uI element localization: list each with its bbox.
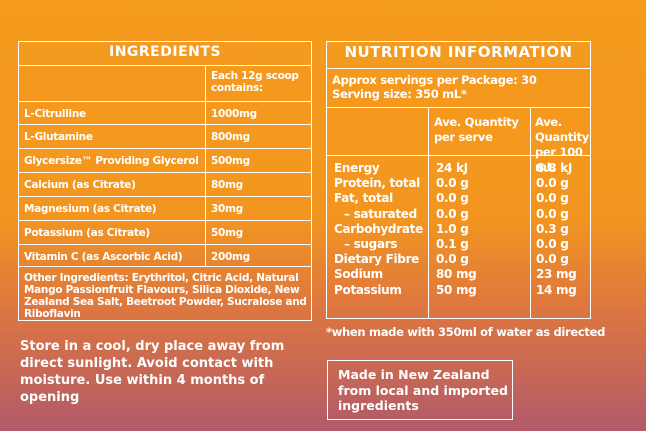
per-100ml: 0.0 g (536, 191, 569, 206)
per-100ml: 0.0 g (536, 252, 569, 267)
ingredient-amount: 1000mg (211, 108, 257, 120)
row-divider (18, 196, 312, 197)
ingredient-amount: 500mg (211, 155, 250, 167)
nutrition-title: NUTRITION INFORMATION (344, 43, 573, 61)
ingredient-name: Glycersize™ Providing Glycerol (24, 155, 199, 167)
nutrient-name: Energy (334, 161, 380, 175)
per-100ml: 0.0 g (536, 237, 569, 251)
ingredient-amount: 80mg (211, 179, 243, 191)
row-divider (18, 124, 312, 125)
ingredient-name: Magnesium (as Citrate) (24, 203, 157, 215)
column-divider (428, 107, 429, 318)
nutrient-name: – sugars (344, 237, 398, 251)
servings: Approx servings per Package: 30 (332, 73, 537, 87)
row-divider (18, 266, 312, 267)
row-divider (18, 220, 312, 221)
ingredient-name: Vitamin C (as Ascorbic Acid) (24, 251, 183, 263)
other-ingredients: Other Ingredients: Erythritol, Citric Ac… (24, 272, 307, 320)
footnote: *when made with 350ml of water as direct… (326, 325, 606, 339)
per-100ml: 0.0 g (536, 206, 569, 221)
ingredient-amount: 200mg (211, 251, 250, 263)
per-serve: 0.0 g (436, 191, 469, 206)
origin-box (327, 360, 513, 420)
per-serve: 1.0 g (436, 221, 469, 236)
origin-text: Made in New Zealand from local and impor… (338, 367, 508, 413)
per-100ml: 0.3 g (536, 221, 569, 236)
per-serve: 0.0 g (436, 176, 469, 191)
per-100ml: 23 mg (536, 267, 577, 282)
row-divider (18, 148, 312, 149)
ingredient-name: Potassium (as Citrate) (24, 227, 150, 239)
row-divider (326, 107, 591, 108)
nutrient-name: Protein, total (334, 176, 420, 191)
row-divider (326, 155, 591, 156)
storage-text: Store in a cool, dry place away from dir… (20, 339, 285, 405)
per-serve: 0.0 g (436, 252, 469, 267)
nutrition-table (326, 41, 591, 319)
row-divider (18, 244, 312, 245)
ingredient-amount: 50mg (211, 227, 243, 239)
per-100ml: 14 mg (536, 282, 577, 297)
nutrient-name: Fat, total (334, 191, 393, 206)
ingredient-amount: 30mg (211, 203, 243, 215)
per-100ml: 6.8 kJ (536, 161, 573, 175)
serving-size: Serving size: 350 mL* (332, 87, 467, 101)
row-divider (18, 65, 312, 66)
row-divider (18, 172, 312, 173)
nutrient-name: Carbohydrate (334, 221, 423, 236)
ingredients-title: INGREDIENTS (108, 44, 221, 60)
per-serve: 0.1 g (436, 237, 469, 251)
per-100ml: 0.0 g (536, 176, 569, 191)
per-serve: 0.0 g (436, 206, 469, 221)
column-header: Ave. Quantity per 100 mL (535, 115, 589, 174)
ingredients-table (18, 41, 312, 321)
per-serve: 50 mg (436, 282, 477, 297)
ingredient-name: L-Citrulline (24, 108, 86, 120)
per-serve: 80 mg (436, 267, 477, 282)
ingredient-amount: 800mg (211, 131, 250, 143)
row-divider (326, 68, 591, 69)
per-serve: 24 kJ (436, 161, 468, 175)
column-divider (530, 107, 531, 318)
row-divider (18, 101, 312, 102)
nutrient-name: Potassium (334, 282, 402, 297)
nutrient-name: – saturated (344, 206, 417, 221)
column-header: Each 12g scoop contains: (211, 70, 299, 94)
column-divider (205, 65, 206, 266)
nutrient-name: Dietary Fibre (334, 252, 420, 267)
column-header: Ave. Quantity per serve (434, 115, 519, 144)
ingredient-name: Calcium (as Citrate) (24, 179, 136, 191)
nutrient-name: Sodium (334, 267, 383, 282)
ingredient-name: L-Glutamine (24, 131, 93, 143)
